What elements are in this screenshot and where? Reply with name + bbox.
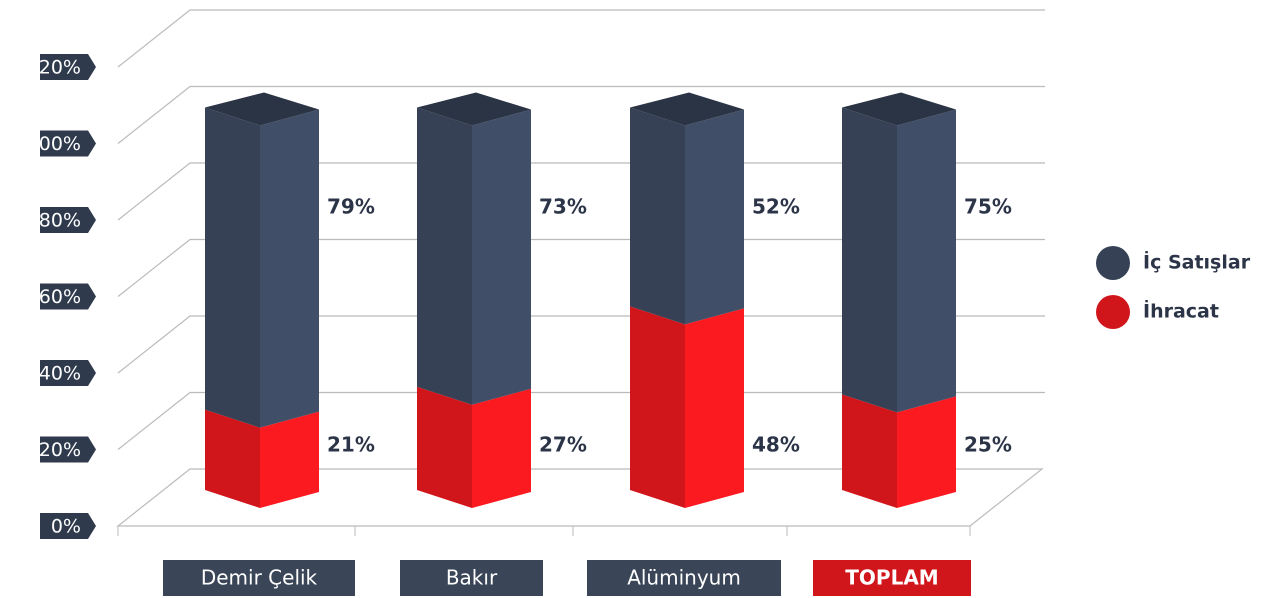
bar-left-face — [630, 306, 685, 508]
y-tick-label: 0% — [51, 516, 81, 538]
x-tick-label: Bakır — [446, 566, 498, 590]
value-label: 25% — [964, 433, 1012, 457]
bar-right-face — [685, 308, 744, 508]
y-tick-box — [40, 436, 96, 463]
bar-top — [842, 92, 956, 126]
bar-left-face — [205, 409, 260, 508]
grid-line — [117, 85, 1045, 144]
y-tick-label: 60% — [39, 286, 81, 308]
bar-left-face — [630, 107, 685, 325]
floor — [116, 468, 1044, 527]
bar-right-face — [260, 109, 319, 428]
category-box — [813, 560, 971, 596]
y-tick-box — [40, 513, 96, 539]
x-tick-label: TOPLAM — [845, 566, 938, 590]
value-label: 48% — [752, 433, 800, 457]
bar-top — [630, 92, 744, 126]
y-tick-box — [40, 283, 96, 310]
legend-swatch — [1096, 295, 1130, 329]
value-label: 21% — [327, 433, 375, 457]
y-tick-box — [40, 130, 96, 157]
bar — [417, 386, 531, 508]
bar-right-face — [897, 396, 956, 508]
legend-label: İhracat — [1143, 299, 1219, 323]
grid-line — [117, 391, 1045, 450]
bar-left-face — [842, 394, 897, 508]
bar — [630, 306, 744, 508]
y-tick-box — [40, 360, 96, 386]
category-box — [587, 560, 781, 596]
bar — [417, 107, 531, 405]
x-tick-label: Alüminyum — [627, 566, 741, 590]
category-box — [163, 560, 355, 596]
bar-top — [417, 92, 531, 126]
y-tick-label: 40% — [39, 363, 81, 385]
bar-right-face — [897, 109, 956, 413]
bar — [205, 409, 319, 508]
grid-line — [117, 9, 1045, 68]
value-label: 73% — [539, 195, 587, 219]
bar-right-face — [260, 411, 319, 508]
value-label: 52% — [752, 195, 800, 219]
bar-left-face — [417, 107, 472, 405]
bar — [630, 107, 744, 325]
grid-line — [117, 315, 1045, 374]
value-label: 79% — [327, 195, 375, 219]
y-tick-label: 20% — [39, 439, 81, 461]
bar-left-face — [205, 107, 260, 428]
value-label: 27% — [539, 433, 587, 457]
bar — [842, 394, 956, 508]
bar — [205, 107, 319, 428]
bar-left-face — [417, 386, 472, 508]
bar-right-face — [472, 109, 531, 405]
grid-line — [117, 162, 1045, 221]
y-tick-label: 100% — [27, 133, 81, 155]
legend-label: İç Satışlar — [1143, 250, 1251, 274]
legend-swatch — [1096, 246, 1130, 280]
category-box — [400, 560, 543, 596]
bar-top — [205, 92, 319, 126]
y-tick-label: 80% — [39, 210, 81, 232]
bar-left-face — [842, 107, 897, 413]
bar — [842, 107, 956, 413]
bar-right-face — [685, 109, 744, 325]
grid-line — [117, 238, 1045, 297]
value-label: 75% — [964, 195, 1012, 219]
bar-right-face — [472, 388, 531, 508]
x-tick-label: Demir Çelik — [201, 566, 318, 590]
y-tick-box — [40, 54, 96, 80]
y-tick-label: 120% — [27, 57, 81, 79]
y-tick-box — [40, 207, 96, 233]
